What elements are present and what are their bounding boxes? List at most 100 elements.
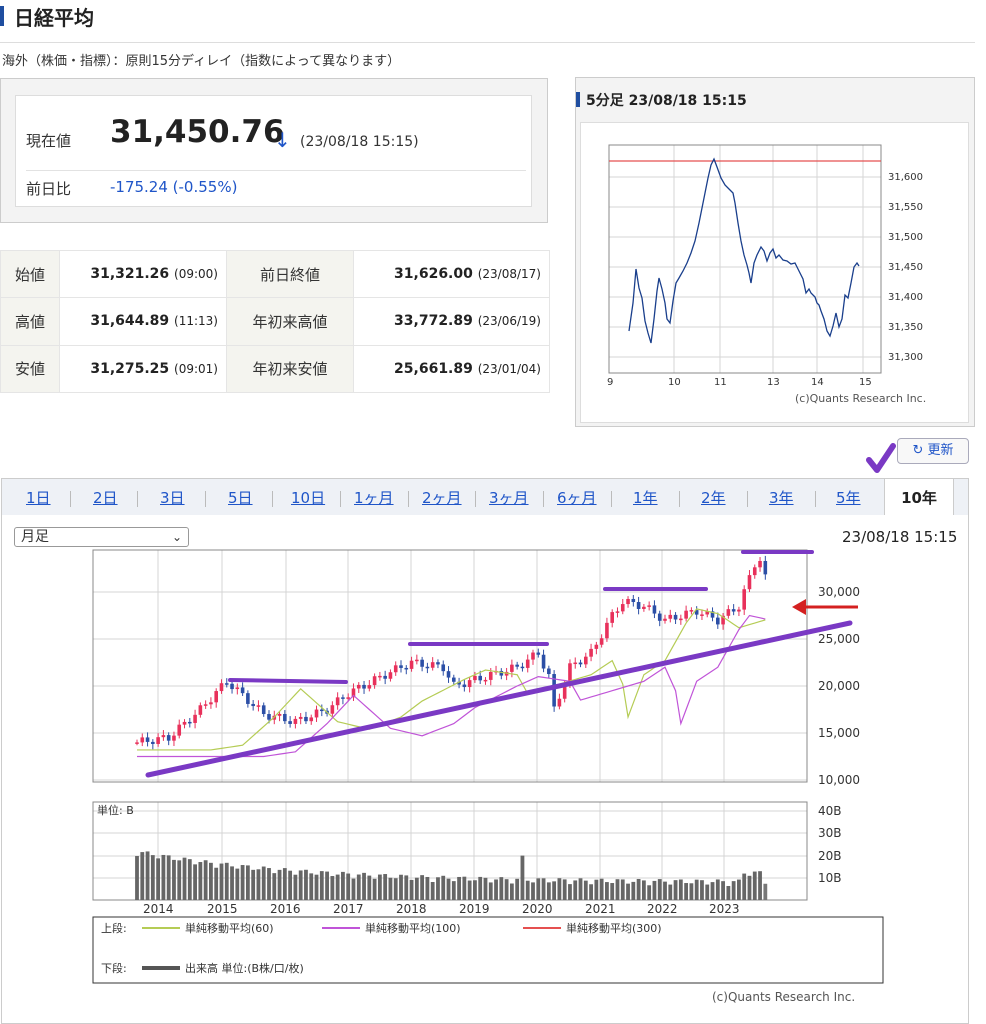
candle-body [573, 662, 578, 665]
candle-body [599, 638, 604, 645]
volume-bar [145, 851, 150, 900]
tab-divider [543, 491, 544, 507]
x-tick: 2014 [143, 902, 174, 916]
candle-body [610, 612, 614, 623]
candle-body [246, 693, 250, 704]
tab-10d[interactable]: 10日 [291, 489, 326, 507]
candle-body [488, 671, 493, 680]
tab-1y[interactable]: 1年 [633, 489, 658, 507]
x-tick: 2018 [396, 902, 427, 916]
intraday-header: 5分足 23/08/18 15:15 [586, 93, 747, 109]
candle-body [752, 567, 757, 576]
volume-bar [525, 880, 530, 900]
tab-2y[interactable]: 2年 [701, 489, 726, 507]
volume-bar [367, 875, 372, 900]
candle-body [367, 685, 372, 689]
candle-body [214, 691, 218, 703]
volume-bar [436, 877, 440, 900]
tab-6m[interactable]: 6ヶ月 [557, 489, 597, 507]
x-tick: 2020 [522, 902, 553, 916]
volume-bar [240, 865, 245, 900]
candle-body [267, 714, 271, 720]
volume-bar [330, 876, 335, 900]
volume-bar [626, 883, 630, 900]
volume-bar [198, 862, 203, 900]
price-layer [135, 555, 768, 758]
volume-bar [594, 879, 599, 900]
y-tick: 15,000 [818, 726, 860, 740]
tab-2m[interactable]: 2ヶ月 [422, 489, 462, 507]
candle-body [620, 604, 625, 612]
tab-10y[interactable]: 10年 [884, 479, 954, 517]
candle-body [415, 659, 419, 662]
volume-bar [351, 878, 356, 900]
volume-bar [573, 880, 578, 900]
tab-5d[interactable]: 5日 [228, 489, 253, 507]
candle-body [399, 665, 403, 668]
stat-label: 前日終値 [226, 249, 354, 299]
tab-divider [137, 491, 138, 507]
volume-bar [187, 859, 192, 900]
volume-bar [235, 868, 240, 900]
volume-bar [457, 876, 461, 900]
candle-body [277, 713, 282, 716]
candle-body [203, 704, 208, 706]
tab-3m[interactable]: 3ヶ月 [489, 489, 529, 507]
candle-body [393, 665, 398, 673]
volume-bar [462, 876, 467, 900]
candle-body [362, 684, 366, 689]
volume-bar [515, 878, 520, 900]
volume-bar [700, 880, 704, 900]
tab-5y[interactable]: 5年 [836, 489, 861, 507]
candle-body [710, 611, 715, 618]
candle-body [594, 644, 599, 649]
candle-body [679, 618, 683, 621]
candle-body [552, 674, 556, 707]
candle-body [731, 609, 736, 612]
annotation-lines [145, 550, 853, 778]
candle-body [663, 618, 667, 621]
volume-layer [135, 851, 768, 900]
candle-body [309, 717, 314, 722]
stat-label: 年初来高値 [226, 297, 354, 346]
volume-bar [425, 876, 430, 900]
candle-body [478, 675, 482, 681]
volume-bar [383, 874, 388, 900]
candle-body [737, 609, 741, 612]
volume-bar [478, 876, 483, 900]
candle-body [631, 598, 636, 603]
legend-ma100: 単純移動平均(100) [365, 921, 461, 935]
candle-body [525, 659, 530, 668]
volume-bar [657, 879, 662, 900]
volume-bar [309, 873, 314, 900]
tab-3d[interactable]: 3日 [160, 489, 185, 507]
candle-body [647, 605, 651, 607]
tab-1d[interactable]: 1日 [26, 489, 51, 507]
candle-body [224, 683, 229, 685]
refresh-button[interactable]: ↻ 更新 [897, 438, 969, 464]
y-tick: 31,550 [888, 202, 923, 213]
volume-bar [742, 873, 747, 900]
stat-value: 25,661.89 (23/01/04) [353, 344, 550, 394]
y-tick: 31,350 [888, 322, 923, 333]
stat-value: 31,644.89 (11:13) [59, 297, 227, 346]
tab-divider [475, 491, 476, 507]
volume-bar [509, 883, 514, 900]
tab-2d[interactable]: 2日 [93, 489, 118, 507]
candle-body [261, 705, 266, 715]
volume-bar [546, 882, 551, 900]
stats-table: 始値 31,321.26 (09:00) 前日終値 31,626.00 (23/… [0, 249, 550, 394]
candle-body [568, 663, 572, 684]
candle-body [420, 659, 424, 667]
volume-bar [219, 863, 224, 900]
tab-1m[interactable]: 1ヶ月 [354, 489, 394, 507]
stat-label: 年初来安値 [226, 344, 354, 394]
candle-body [763, 560, 768, 575]
candle-body [314, 709, 319, 718]
volume-bar [251, 869, 256, 900]
x-tick: 14 [811, 377, 824, 388]
volume-bar [430, 882, 435, 900]
tab-3y[interactable]: 3年 [769, 489, 794, 507]
period-select[interactable]: 月足 ⌄ [14, 527, 189, 547]
candle-body [446, 671, 451, 678]
